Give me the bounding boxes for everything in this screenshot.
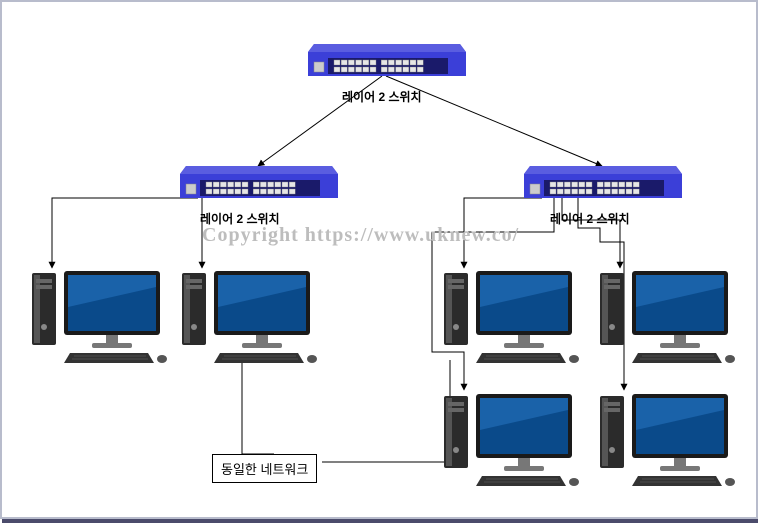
network-edge bbox=[52, 198, 198, 268]
switch-sw-left bbox=[178, 162, 338, 204]
same-network-label: 동일한 네트워크 bbox=[212, 454, 317, 483]
network-edge bbox=[562, 198, 620, 268]
pc-pc-l1 bbox=[30, 267, 170, 367]
switch-label: 레이어 2 스위치 bbox=[550, 210, 630, 227]
network-edge bbox=[242, 360, 274, 454]
pc-pc-r1 bbox=[442, 267, 582, 367]
network-edge bbox=[322, 360, 450, 462]
switch-sw-right bbox=[522, 162, 682, 204]
pc-pc-r4 bbox=[598, 390, 738, 490]
pc-pc-r2 bbox=[598, 267, 738, 367]
switch-sw-top bbox=[306, 40, 466, 82]
switch-label: 레이어 2 스위치 bbox=[200, 210, 280, 227]
pc-pc-r3 bbox=[442, 390, 582, 490]
pc-pc-l2 bbox=[180, 267, 320, 367]
switch-label: 레이어 2 스위치 bbox=[342, 88, 422, 105]
watermark-text: Copyright https://www.uknew.co/ bbox=[202, 224, 519, 247]
